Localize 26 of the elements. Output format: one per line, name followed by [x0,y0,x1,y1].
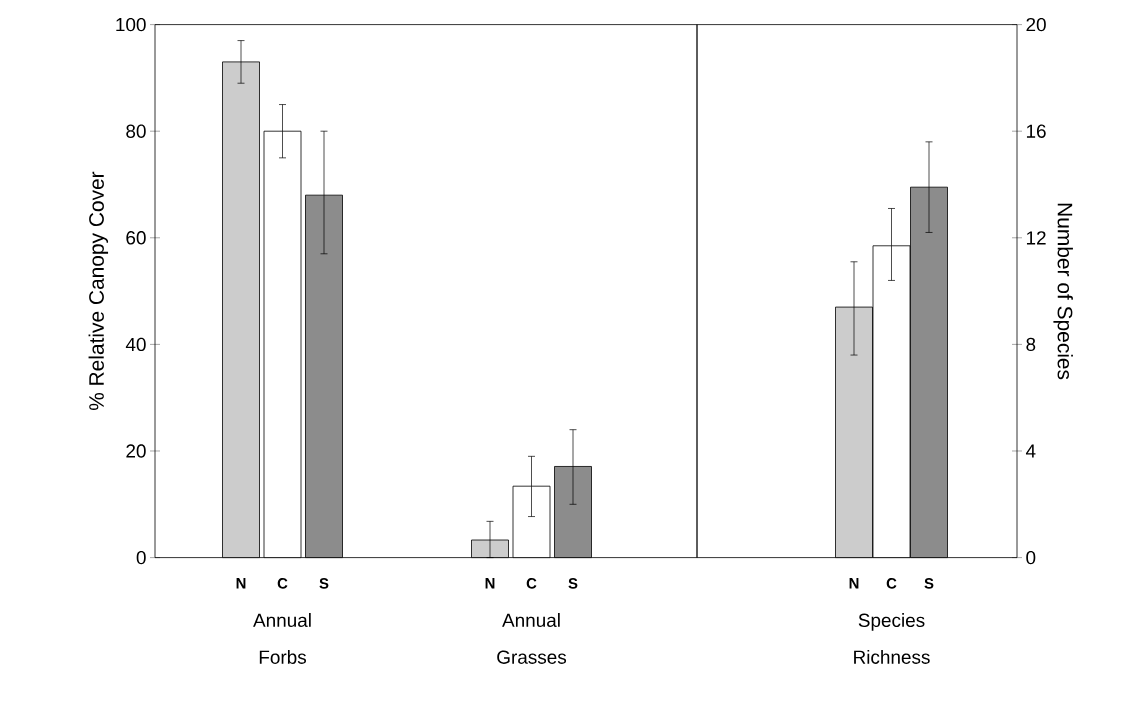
y-tick-label: 60 [126,231,146,245]
y-axis-title: % Relative Canopy Cover [88,171,109,411]
x-tick-label: S [319,578,329,589]
x-tick-label: C [526,578,537,589]
y-tick-label: 80 [126,124,146,138]
x-tick-label: C [277,578,288,589]
y-tick-label: 40 [125,337,146,352]
y-tick-label: 20 [126,444,146,458]
y2-tick-label: 4 [1025,444,1036,458]
x-tick-label: N [236,578,246,589]
y2-tick-label: 8 [1026,337,1036,352]
y-tick-label: 0 [136,550,146,565]
x-tick-label: S [568,578,578,589]
text: Species Richness [854,613,930,664]
y-tick-label: 100 [116,17,146,32]
x-tick-label: N [849,578,859,589]
x-tick-label: S [924,578,934,589]
y2-tick-label: 16 [1026,124,1046,138]
text: Annual Forbs [253,613,311,664]
y2-axis-title: Number of Species [1053,203,1073,380]
y2-tick-label: 20 [1026,17,1046,32]
y2-tick-label: 0 [1026,550,1036,565]
x-tick-label: N [485,578,495,589]
text: Annual Grasses [497,613,567,664]
x-tick-label: C [886,578,897,589]
y2-tick-label: 12 [1026,231,1046,245]
